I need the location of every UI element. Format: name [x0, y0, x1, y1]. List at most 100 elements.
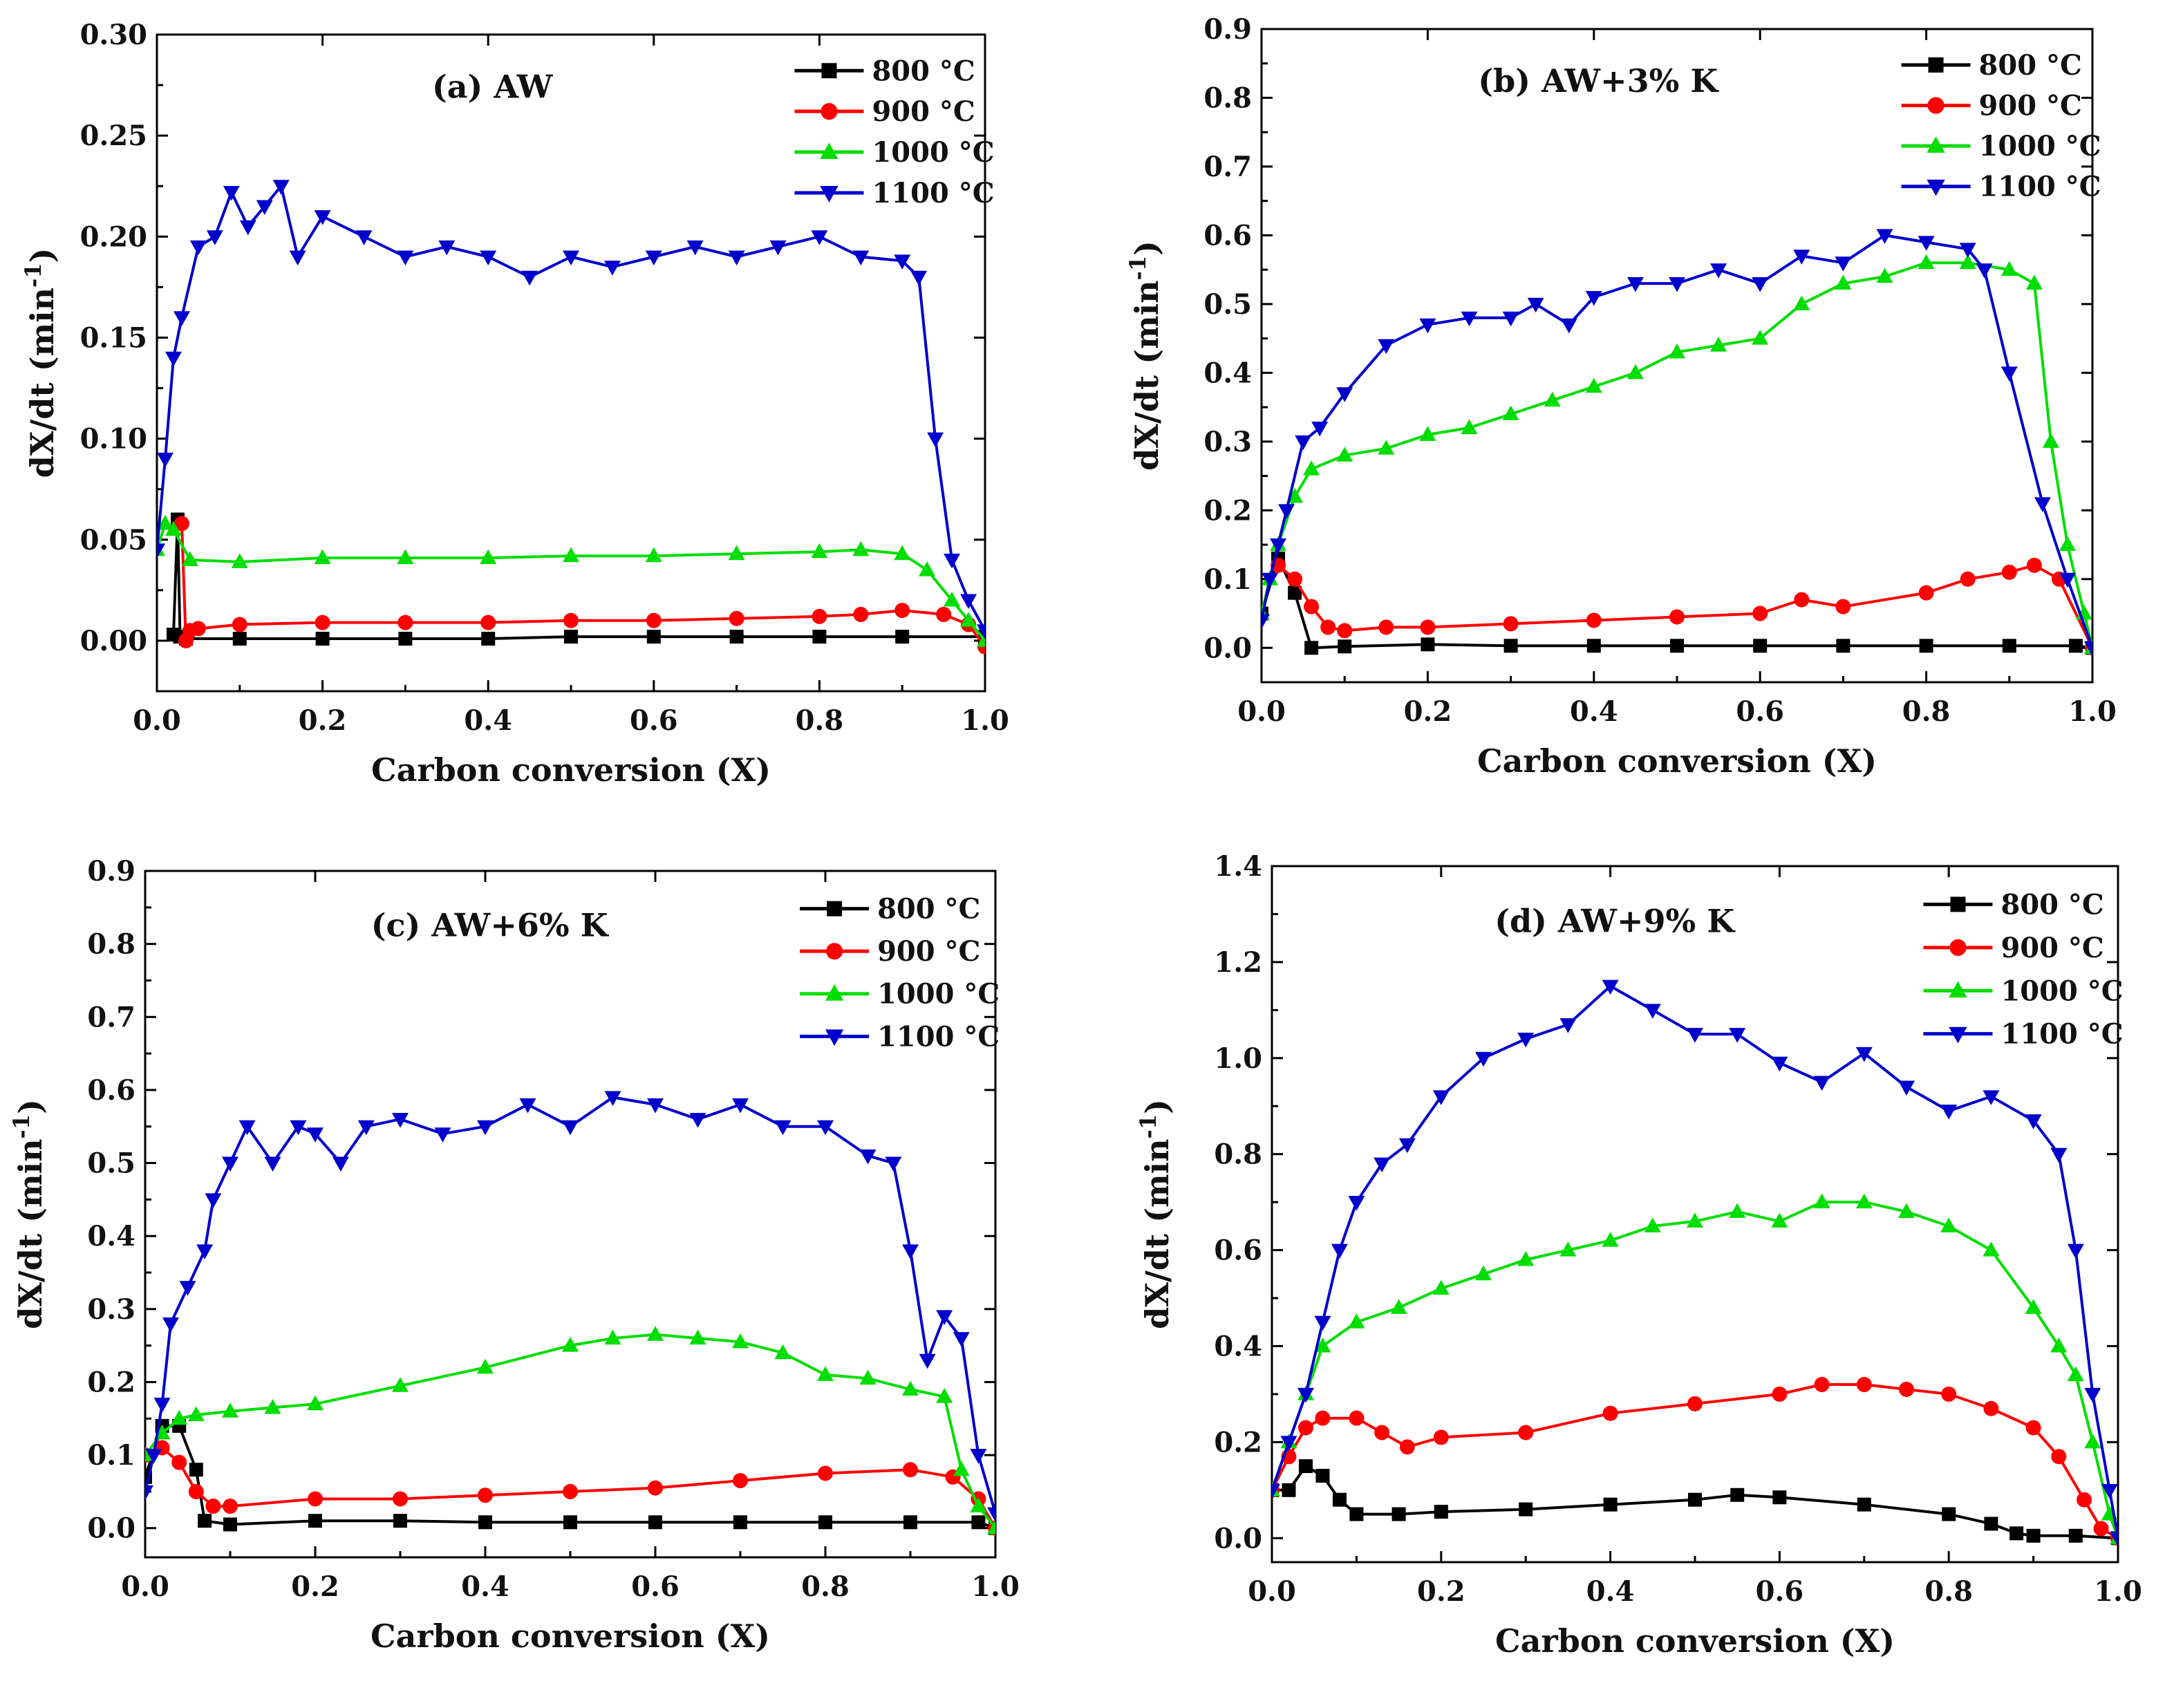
data-point [1918, 236, 1935, 251]
data-point [307, 1395, 324, 1411]
data-point [1687, 1396, 1703, 1411]
data-point [232, 632, 247, 646]
data-point [222, 1402, 238, 1418]
y-axis-title-sup: -1 [1135, 1114, 1161, 1139]
data-point [953, 1461, 970, 1476]
legend-marker [820, 186, 838, 203]
panel-title: (c) AW+6% K [371, 906, 610, 944]
data-point [162, 1317, 179, 1333]
legend-marker [1927, 136, 1945, 153]
data-point [392, 1113, 409, 1128]
data-point [1752, 330, 1769, 345]
data-point [355, 230, 373, 245]
panel-title: (b) AW+3% K [1478, 62, 1719, 100]
data-point [2026, 1528, 2041, 1543]
x-axis-title: Carbon conversion (X) [1495, 1622, 1895, 1660]
data-point [1898, 1080, 1915, 1096]
data-point [1771, 1056, 1788, 1072]
data-point [289, 250, 306, 266]
legend-item-1: 800 °C [1901, 49, 2082, 82]
data-point [2034, 497, 2051, 512]
data-point [733, 1473, 748, 1489]
y-tick-label: 0.10 [80, 423, 147, 456]
data-point [1983, 1090, 2000, 1105]
y-axis-title-close: ) [1138, 1099, 1176, 1114]
y-tick-label: 0.4 [1203, 357, 1252, 389]
data-point [1349, 1507, 1364, 1521]
data-point [1960, 571, 1976, 587]
data-point [393, 1514, 407, 1528]
data-point [198, 1514, 212, 1528]
data-point [1297, 1420, 1313, 1436]
y-tick-label: 0.2 [87, 1366, 135, 1398]
data-point [1337, 623, 1353, 639]
legend-item-4: 1100 °C [1901, 171, 2101, 203]
data-point [563, 612, 579, 628]
data-point [1348, 1313, 1365, 1329]
series-line-1 [145, 1424, 995, 1530]
data-point [648, 1515, 662, 1530]
y-tick-label: 0.4 [1214, 1330, 1262, 1362]
y-axis-title: dX/dt (min-1) [20, 248, 61, 478]
legend-marker [821, 103, 838, 120]
y-axis-title-main: dX/dt (min [24, 288, 61, 478]
data-point [398, 632, 413, 646]
data-point [859, 1369, 877, 1385]
data-point [1627, 277, 1644, 292]
x-axis-title: Carbon conversion (X) [371, 1617, 770, 1655]
data-point [1560, 318, 1577, 334]
y-tick-label: 0.0 [1203, 632, 1252, 664]
x-tick-label: 0.0 [121, 1570, 169, 1603]
data-point [1315, 1410, 1331, 1426]
x-tick-label: 0.0 [1237, 695, 1286, 728]
data-point [1320, 619, 1336, 635]
data-point [1331, 1244, 1348, 1259]
data-point [1390, 1299, 1407, 1314]
data-point [953, 1332, 970, 1347]
series-line-3 [1272, 1201, 2118, 1539]
data-point [936, 606, 952, 622]
legend-label: 1000 °C [1979, 130, 2101, 162]
data-point [1349, 1410, 1365, 1426]
chart-panel-3: 0.0 0.2 0.4 0.6 0.8 1.0 0.0 0.1 0.2 0.3 0.4 0.5 0.6 0… [8, 855, 1020, 1655]
data-point [2093, 1521, 2109, 1537]
data-point [1311, 421, 1329, 437]
y-tick-label: 0.20 [80, 220, 147, 253]
legend-item-3: 1000 °C [1901, 130, 2101, 162]
y-tick-label: 0.05 [80, 524, 147, 556]
y-tick-label: 0.7 [87, 1001, 135, 1033]
legend-label: 800 °C [877, 893, 980, 926]
data-point [977, 632, 985, 647]
legend-marker [1949, 939, 1967, 956]
x-tick-label: 0.4 [1570, 695, 1618, 728]
data-point [960, 594, 977, 609]
data-point [729, 610, 744, 626]
data-point [1984, 1517, 1998, 1531]
data-point [438, 240, 456, 256]
data-point [1332, 1492, 1347, 1507]
panel-title: (a) AW [432, 68, 554, 105]
series-line-2 [1272, 1383, 2118, 1540]
y-axis-title-close: ) [12, 1099, 49, 1114]
series-line-4 [1272, 984, 2118, 1539]
data-point [2110, 1532, 2118, 1547]
data-point [1772, 1490, 1787, 1505]
data-point [769, 240, 787, 256]
data-point [1585, 290, 1602, 306]
series-line-3 [145, 1333, 995, 1529]
data-point [1729, 1203, 1746, 1219]
legend-marker [1927, 179, 1945, 196]
x-tick-label: 0.6 [1756, 1575, 1804, 1608]
data-point [238, 1120, 256, 1136]
y-tick-label: 0.6 [87, 1074, 135, 1107]
legend-marker [1949, 981, 1967, 998]
data-point [646, 630, 661, 644]
data-point [647, 1326, 664, 1341]
data-point [165, 351, 182, 367]
x-tick-label: 0.2 [299, 704, 347, 737]
data-point [477, 1358, 494, 1374]
x-tick-label: 0.0 [1248, 1575, 1296, 1608]
data-point [1419, 426, 1436, 441]
data-point [1876, 268, 1893, 283]
data-point [812, 608, 827, 624]
